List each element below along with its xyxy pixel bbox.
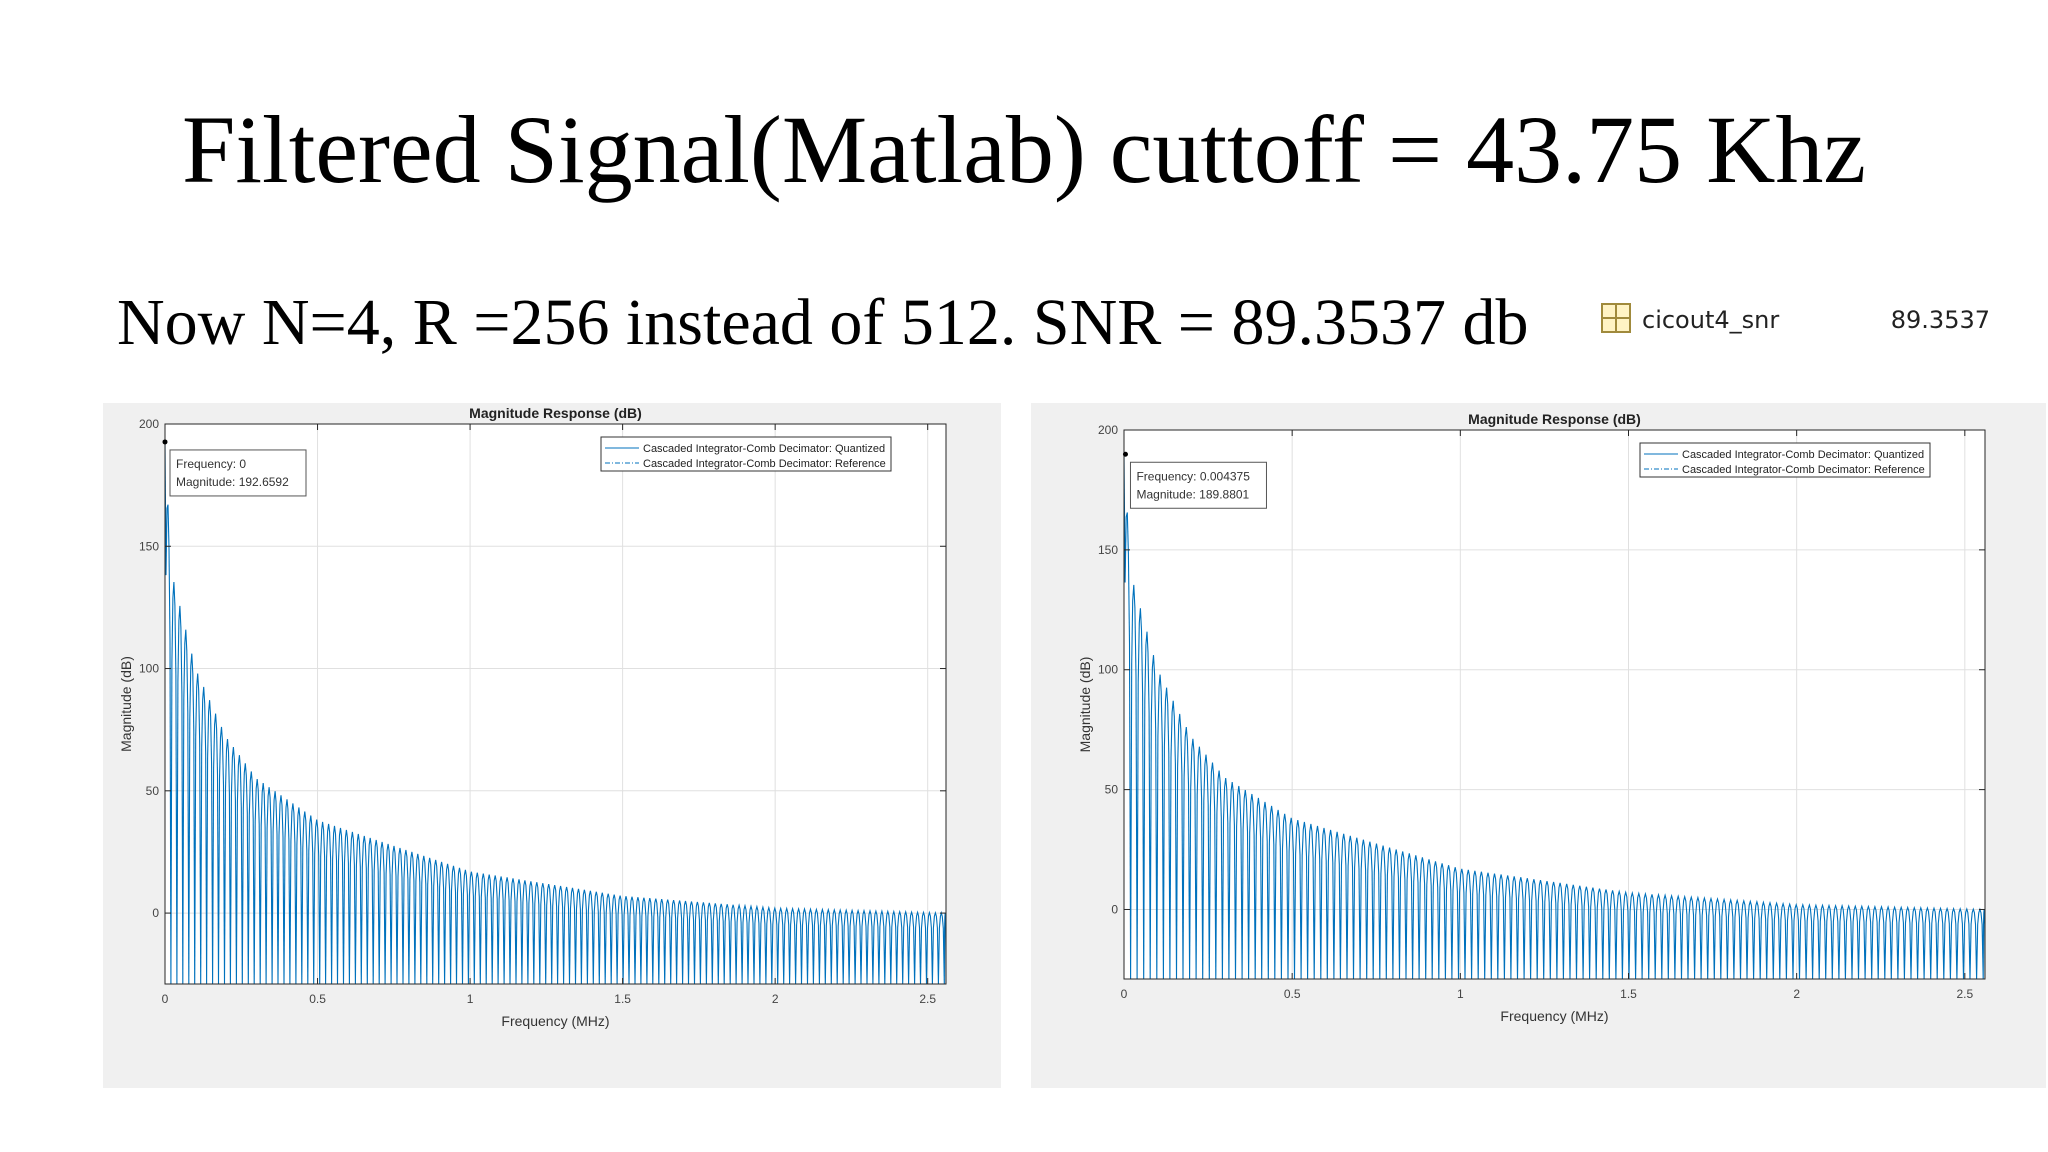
chart-title: Magnitude Response (dB): [1468, 411, 1641, 427]
slide-subtitle: Now N=4, R =256 instead of 512. SNR = 89…: [117, 286, 1529, 359]
plot-area: [165, 424, 946, 984]
datatip-line: Magnitude: 192.6592: [176, 475, 289, 489]
x-tick-label: 0: [1121, 987, 1128, 1001]
x-tick-label: 2.5: [1956, 987, 1973, 1001]
y-tick-label: 200: [139, 417, 159, 431]
y-tick-label: 0: [1111, 902, 1118, 916]
y-tick-label: 100: [139, 662, 159, 676]
legend-entry: Cascaded Integrator-Comb Decimator: Quan…: [643, 443, 885, 455]
plot-panel-right: 0 0.5 1 1.5 2 2.5 0 50 100 150 200 Magnitude Respon…: [1031, 403, 2046, 1088]
y-tick-label: 0: [152, 906, 159, 920]
x-tick-label: 1.5: [614, 992, 631, 1006]
y-tick-label: 150: [139, 539, 159, 553]
x-tick-label: 2: [1793, 987, 1800, 1001]
x-tick-label: 0.5: [309, 992, 326, 1006]
datatip-line: Frequency: 0.004375: [1136, 469, 1250, 483]
magnitude-chart-left: 0 0.5 1 1.5 2 2.5 0 50 100 150 200 Magnitude Respon…: [118, 405, 947, 1029]
legend-box: [600, 436, 892, 472]
x-tick-label: 2.5: [919, 992, 936, 1006]
x-tick-label: 0.5: [1284, 987, 1301, 1001]
legend: Cascaded Integrator-Comb Decimator: Quan…: [1639, 442, 1931, 478]
plot-area: [1124, 430, 1985, 979]
legend: Cascaded Integrator-Comb Decimator: Quan…: [600, 436, 892, 472]
y-tick-label: 150: [1098, 543, 1118, 557]
y-axis-label: Magnitude (dB): [118, 656, 134, 752]
workspace-variable-name: cicout4_snr: [1642, 306, 1780, 334]
x-tick-label: 1: [1457, 987, 1464, 1001]
y-tick-label: 50: [146, 784, 160, 798]
x-axis-label: Frequency (MHz): [1500, 1008, 1608, 1024]
datatip-box: [1129, 461, 1267, 509]
y-tick-label: 200: [1098, 423, 1118, 437]
datatip-marker: [1122, 451, 1128, 457]
datatip-marker: [162, 439, 168, 445]
axes-box: [164, 423, 947, 985]
datatip: Frequency: 0.004375 Magnitude: 189.8801: [1129, 461, 1267, 509]
workspace-variable-value: 89.3537: [1890, 306, 1990, 334]
chart-title: Magnitude Response (dB): [469, 405, 642, 421]
x-tick-label: 1.5: [1620, 987, 1637, 1001]
datatip-line: Magnitude: 189.8801: [1136, 487, 1249, 501]
legend-entry: Cascaded Integrator-Comb Decimator: Quan…: [1682, 449, 1924, 461]
workspace-variable-row[interactable]: cicout4_snr 89.3537: [1600, 300, 1990, 340]
y-tick-label: 100: [1098, 663, 1118, 677]
matrix-variable-icon: [1601, 303, 1631, 333]
x-tick-label: 2: [772, 992, 779, 1006]
legend-entry: Cascaded Integrator-Comb Decimator: Refe…: [643, 458, 886, 470]
slide-title: Filtered Signal(Matlab) cuttoff = 43.75 …: [181, 96, 1867, 203]
datatip-line: Frequency: 0: [176, 457, 246, 471]
legend-entry: Cascaded Integrator-Comb Decimator: Refe…: [1682, 464, 1925, 476]
x-tick-label: 1: [467, 992, 474, 1006]
axes-box: [1123, 429, 1986, 980]
plot-panel-left: 0 0.5 1 1.5 2 2.5 0 50 100 150 200 Magnitude Respon…: [103, 403, 1001, 1088]
x-axis-label: Frequency (MHz): [501, 1013, 609, 1029]
y-tick-label: 50: [1105, 783, 1119, 797]
y-axis-label: Magnitude (dB): [1077, 657, 1093, 753]
x-tick-label: 0: [162, 992, 169, 1006]
datatip: Frequency: 0 Magnitude: 192.6592: [169, 449, 307, 497]
legend-box: [1639, 442, 1931, 478]
magnitude-chart-right: 0 0.5 1 1.5 2 2.5 0 50 100 150 200 Magnitude Respon…: [1077, 411, 1986, 1024]
datatip-box: [169, 449, 307, 497]
